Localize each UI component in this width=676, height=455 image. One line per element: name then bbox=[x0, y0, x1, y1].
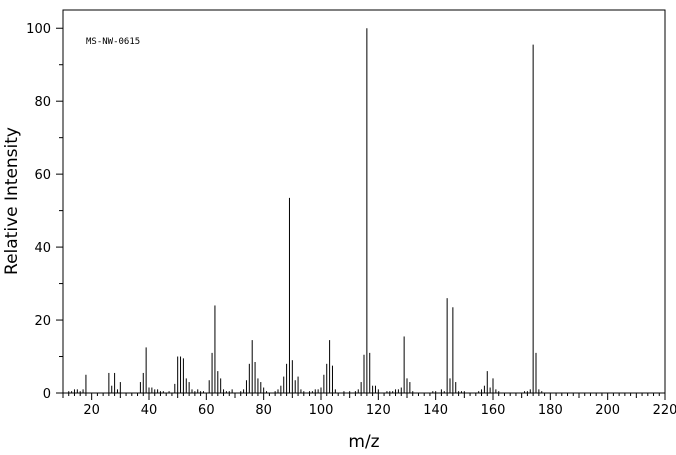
x-axis-title: m/z bbox=[348, 432, 379, 452]
x-tick-label-40: 40 bbox=[141, 403, 158, 418]
x-tick-label-100: 100 bbox=[309, 403, 334, 418]
x-tick-label-160: 160 bbox=[481, 403, 506, 418]
peaks-group bbox=[68, 28, 543, 393]
spectrum-id-annotation: MS-NW-0615 bbox=[86, 37, 140, 47]
x-tick-label-20: 20 bbox=[83, 403, 100, 418]
y-tick-label-60: 60 bbox=[34, 168, 51, 183]
plot-frame bbox=[62, 9, 666, 394]
y-axis-title: Relative Intensity bbox=[2, 127, 22, 275]
x-tick-label-220: 220 bbox=[653, 403, 676, 418]
y-tick-label-40: 40 bbox=[34, 241, 51, 256]
x-axis-ticks: 20 40 60 80 100 120 140 160 180 200 220 bbox=[62, 393, 676, 418]
x-tick-label-200: 200 bbox=[595, 403, 620, 418]
y-tick-label-20: 20 bbox=[34, 314, 51, 329]
y-tick-label-100: 100 bbox=[26, 22, 51, 37]
x-tick-label-60: 60 bbox=[198, 403, 215, 418]
x-tick-label-80: 80 bbox=[255, 403, 272, 418]
y-axis-ticks: 0 20 40 60 80 100 bbox=[26, 22, 63, 402]
x-tick-label-140: 140 bbox=[423, 403, 448, 418]
y-tick-label-0: 0 bbox=[43, 387, 51, 402]
x-tick-label-180: 180 bbox=[538, 403, 563, 418]
y-tick-label-80: 80 bbox=[34, 95, 51, 110]
x-tick-label-120: 120 bbox=[366, 403, 391, 418]
